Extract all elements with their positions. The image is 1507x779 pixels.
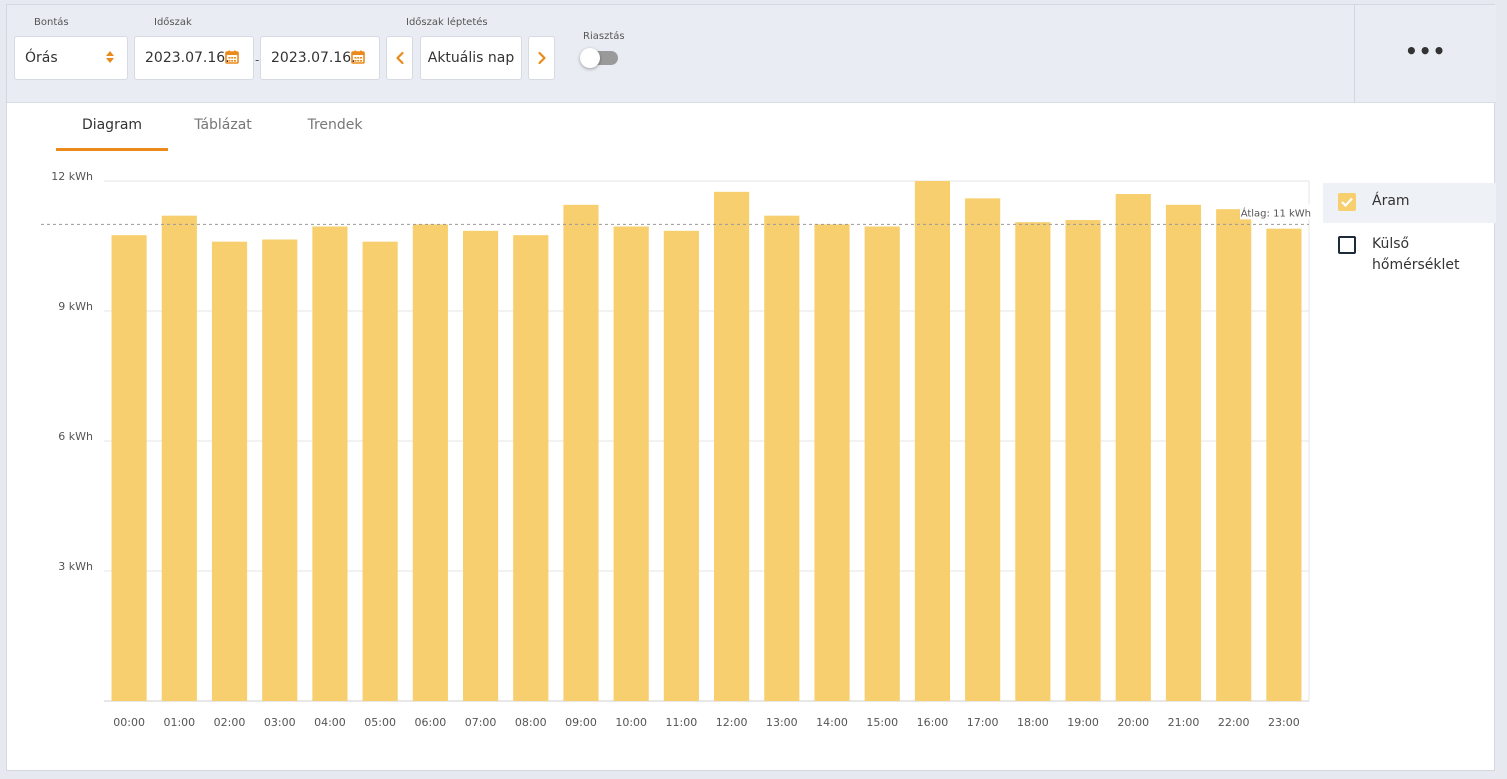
bar [211,241,248,701]
bar-chart: 3 kWh 6 kWh 9 kWh 12 kWh 00:00 01:00 02:00 03:0… [41,170,1311,729]
x-tick-label: 11:00 [666,716,698,729]
current-day-button[interactable]: Aktuális nap [420,36,522,80]
bar [111,235,147,701]
bar [714,191,750,702]
x-tick-label: 05:00 [364,716,396,729]
date-separator: - [255,53,260,67]
y-tick-label: 12 kWh [51,170,93,183]
legend-item-kulso-homerseklet[interactable]: Külső hőmérséklet [1323,234,1496,284]
bar [613,226,649,701]
breakdown-label: Bontás [34,17,69,28]
calendar-icon[interactable] [351,50,365,64]
date-from-input[interactable]: 2023.07.16. [134,36,254,80]
chevron-right-icon [537,51,546,65]
bar [1216,209,1252,701]
x-tick-label: 12:00 [716,716,748,729]
tab-table[interactable]: Táblázat [194,117,252,133]
x-tick-label: 17:00 [967,716,999,729]
step-label: Időszak léptetés [406,17,488,28]
x-tick-label: 06:00 [415,716,447,729]
sort-arrows-icon [106,51,114,63]
y-tick-label: 9 kWh [58,300,93,313]
bar [1115,194,1151,701]
next-period-button[interactable] [528,36,555,80]
x-tick-label: 23:00 [1268,716,1300,729]
tab-diagram[interactable]: Diagram [56,117,168,151]
x-tick-label: 02:00 [214,716,246,729]
date-to-value: 2023.07.16. [271,50,356,66]
bar [412,224,448,702]
prev-period-button[interactable] [386,36,413,80]
bar [563,204,599,702]
tab-trends[interactable]: Trendek [307,117,363,133]
alarm-toggle[interactable] [580,48,618,68]
app-frame: Bontás Órás Időszak 2023.07.16. - 2023.0… [6,4,1496,771]
x-tick-label: 18:00 [1017,716,1049,729]
checkbox-unchecked-icon[interactable] [1338,236,1356,254]
bar [1065,220,1101,701]
date-to-input[interactable]: 2023.07.16. [260,36,380,80]
date-from-value: 2023.07.16. [145,50,230,66]
bar [764,215,800,701]
chevron-left-icon [395,51,404,65]
period-label: Időszak [154,17,192,28]
more-options-button[interactable]: ••• [1405,39,1447,63]
bar [1165,204,1202,702]
legend-label: Áram [1372,193,1410,209]
x-tick-label: 13:00 [766,716,798,729]
x-tick-label: 16:00 [917,716,949,729]
x-tick-label: 09:00 [565,716,597,729]
bar [362,241,398,701]
x-tick-label: 15:00 [866,716,898,729]
y-tick-label: 6 kWh [58,430,93,443]
breakdown-value: Órás [25,50,58,66]
toggle-knob [580,48,600,68]
breakdown-select[interactable]: Órás [14,36,128,80]
x-tick-label: 01:00 [163,716,195,729]
legend-item-aram[interactable]: Áram [1323,183,1496,223]
bar [312,226,348,701]
x-tick-label: 20:00 [1117,716,1149,729]
bar [965,198,1001,702]
x-tick-label: 07:00 [465,716,497,729]
calendar-icon[interactable] [225,50,239,64]
bar [1015,222,1051,701]
x-tick-label: 14:00 [816,716,848,729]
bar [864,226,900,701]
bar [1266,228,1302,701]
x-tick-label: 03:00 [264,716,296,729]
toolbar-divider [1354,5,1355,103]
x-tick-label: 19:00 [1067,716,1099,729]
x-tick-label: 04:00 [314,716,346,729]
y-tick-label: 3 kWh [58,560,93,573]
x-tick-label: 22:00 [1218,716,1250,729]
bar [814,224,850,702]
bar [462,230,499,701]
bar [161,215,197,701]
x-tick-label: 21:00 [1168,716,1200,729]
x-tick-label: 00:00 [113,716,145,729]
checkbox-checked-icon[interactable] [1338,193,1356,211]
average-label: Átlag: 11 kWh [1241,206,1311,219]
current-day-label: Aktuális nap [427,50,515,66]
alarm-label: Riasztás [583,31,625,42]
bar [513,235,549,701]
filter-toolbar: Bontás Órás Időszak 2023.07.16. - 2023.0… [7,5,1496,103]
legend-label: Külső hőmérséklet [1372,236,1460,273]
x-tick-label: 10:00 [615,716,647,729]
x-tick-label: 08:00 [515,716,547,729]
bar [262,239,298,701]
bar [914,181,951,701]
average-label-bg [1240,204,1310,220]
bar [663,230,699,701]
